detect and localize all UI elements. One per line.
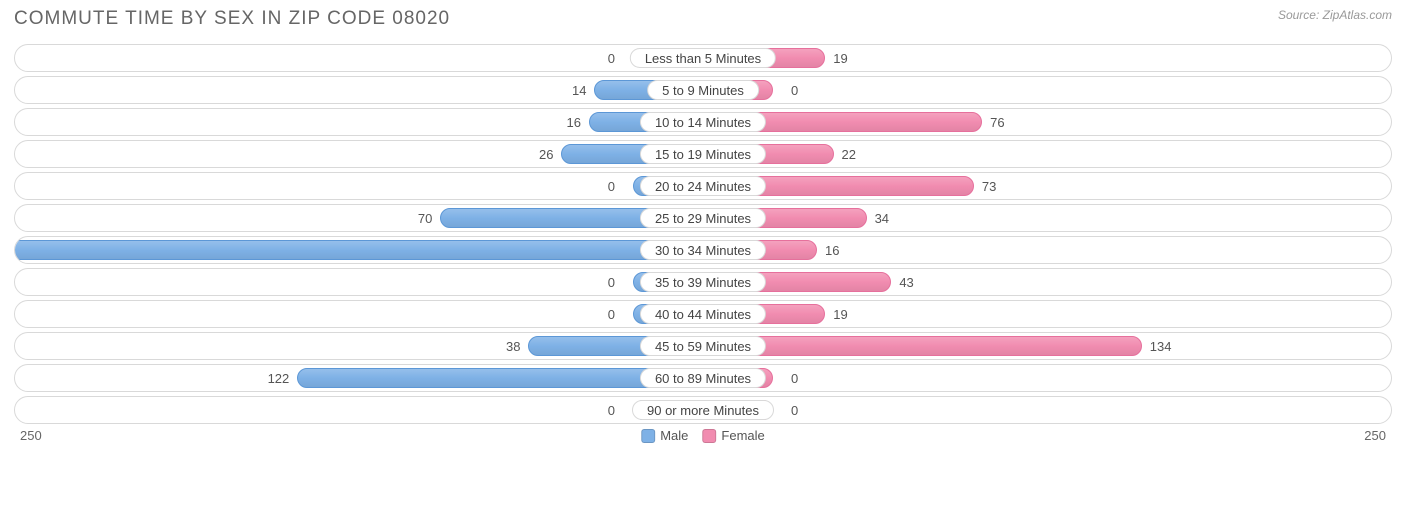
chart-rows: 019Less than 5 Minutes1405 to 9 Minutes1… — [14, 44, 1392, 424]
category-pill: 60 to 89 Minutes — [640, 368, 766, 388]
category-pill: 25 to 29 Minutes — [640, 208, 766, 228]
category-pill: 90 or more Minutes — [632, 400, 774, 420]
value-female: 19 — [833, 301, 847, 327]
category-pill: Less than 5 Minutes — [630, 48, 776, 68]
value-male: 16 — [567, 109, 581, 135]
chart-row: 14 0 5 to 9 Minutes — [14, 76, 1392, 104]
value-male: 14 — [572, 77, 586, 103]
chart-row: 38 134 45 to 59 Minutes — [14, 332, 1392, 360]
legend-item-female: Female — [702, 428, 764, 443]
chart-row: 16 76 10 to 14 Minutes — [14, 108, 1392, 136]
legend-swatch-male — [641, 429, 655, 443]
category-pill: 10 to 14 Minutes — [640, 112, 766, 132]
value-male: 0 — [608, 397, 615, 423]
chart-title: COMMUTE TIME BY SEX IN ZIP CODE 08020 — [14, 8, 450, 30]
category-pill: 30 to 34 Minutes — [640, 240, 766, 260]
value-female: 76 — [990, 109, 1004, 135]
chart-row: 0 19 40 to 44 Minutes — [14, 300, 1392, 328]
chart-legend: Male Female — [641, 428, 765, 443]
category-pill: 45 to 59 Minutes — [640, 336, 766, 356]
value-male: 26 — [539, 141, 553, 167]
value-male: 0 — [608, 45, 615, 71]
legend-item-male: Male — [641, 428, 688, 443]
bar-male — [14, 240, 703, 260]
chart-row: 0 73 20 to 24 Minutes — [14, 172, 1392, 200]
value-female: 134 — [1150, 333, 1172, 359]
axis-left-label: 250 — [20, 428, 42, 443]
chart-row: 0 0 90 or more Minutes — [14, 396, 1392, 424]
category-pill: 15 to 19 Minutes — [640, 144, 766, 164]
value-female: 73 — [982, 173, 996, 199]
chart-row: 0 19 Less than 5 Minutes — [14, 44, 1392, 72]
bar-female — [703, 336, 1142, 356]
chart-source: Source: ZipAtlas.com — [1278, 8, 1392, 22]
value-female: 19 — [833, 45, 847, 71]
value-female: 0 — [791, 397, 798, 423]
category-pill: 20 to 24 Minutes — [640, 176, 766, 196]
category-pill: 35 to 39 Minutes — [640, 272, 766, 292]
value-female: 34 — [875, 205, 889, 231]
value-male: 0 — [608, 301, 615, 327]
category-pill: 40 to 44 Minutes — [640, 304, 766, 324]
chart-row: 2371630 to 34 Minutes — [14, 236, 1392, 264]
chart-header: COMMUTE TIME BY SEX IN ZIP CODE 08020 So… — [14, 8, 1392, 30]
value-male: 0 — [608, 173, 615, 199]
legend-label-female: Female — [721, 428, 764, 443]
legend-label-male: Male — [660, 428, 688, 443]
category-pill: 5 to 9 Minutes — [647, 80, 759, 100]
chart-row: 26 22 15 to 19 Minutes — [14, 140, 1392, 168]
legend-swatch-female — [702, 429, 716, 443]
chart-row: 70 34 25 to 29 Minutes — [14, 204, 1392, 232]
value-male: 38 — [506, 333, 520, 359]
value-female: 0 — [791, 77, 798, 103]
value-male: 0 — [608, 269, 615, 295]
axis-right-label: 250 — [1364, 428, 1386, 443]
chart-row: 0 43 35 to 39 Minutes — [14, 268, 1392, 296]
value-female: 43 — [899, 269, 913, 295]
value-female: 22 — [842, 141, 856, 167]
value-male: 122 — [268, 365, 290, 391]
value-male: 70 — [418, 205, 432, 231]
chart-container: COMMUTE TIME BY SEX IN ZIP CODE 08020 So… — [0, 0, 1406, 451]
value-female: 16 — [825, 237, 839, 263]
chart-row: 122 0 60 to 89 Minutes — [14, 364, 1392, 392]
value-female: 0 — [791, 365, 798, 391]
